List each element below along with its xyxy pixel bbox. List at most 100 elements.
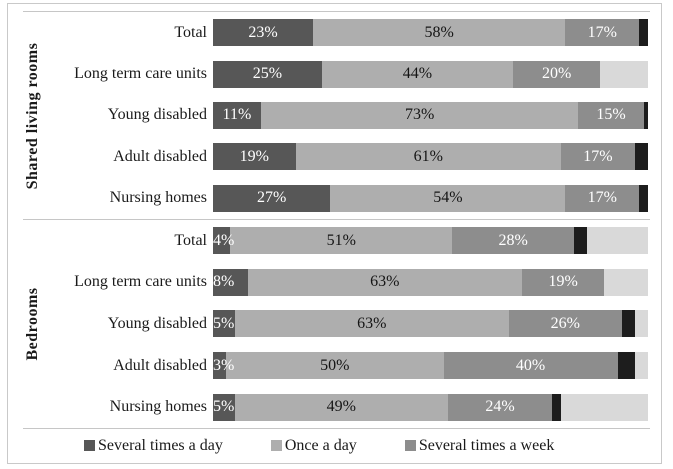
bar-segment-label: 58% — [424, 23, 454, 41]
stacked-bar: 5% 63% 26% — [213, 310, 648, 338]
chart-row: Adult disabled 3% 50% 40% — [23, 345, 650, 387]
bar-segment — [639, 19, 648, 47]
bar-segment: 11% — [213, 101, 261, 129]
bar-segment-label: 25% — [252, 65, 283, 83]
bar-segment: 63% — [247, 268, 522, 296]
bar-segment: 4% — [213, 227, 234, 255]
bar-segment: 44% — [321, 60, 514, 88]
category-label: Adult disabled — [113, 147, 207, 165]
chart-row: Long term care units 25% 44% 20% — [23, 53, 650, 94]
bar-segment-label: 63% — [357, 314, 387, 332]
stacked-bar: 19% 61% 17% — [213, 143, 648, 171]
bar-segment — [574, 227, 588, 255]
bar-segment — [634, 310, 648, 338]
stacked-bar: 23% 58% 17% — [213, 19, 648, 47]
legend-label: Once a day — [284, 436, 357, 454]
bar-segment: 19% — [521, 268, 605, 296]
category-label: Long term care units — [74, 273, 207, 291]
bar-segment: 73% — [260, 101, 579, 129]
bar-segment-label: 4% — [213, 231, 235, 249]
group-bedrooms: Bedrooms Total 4% 51% 28% Long term care u… — [23, 220, 650, 428]
bar-segment — [621, 310, 635, 338]
bar-segment: 20% — [513, 60, 601, 88]
legend: Several times a day Once a day Several t… — [0, 429, 673, 462]
bar-segment-label: 20% — [541, 65, 572, 83]
bar-segment-label: 23% — [248, 23, 278, 41]
stacked-bar: 3% 50% 40% — [213, 352, 648, 380]
bar-segment-label: 40% — [515, 356, 546, 374]
bar-segment-label: 44% — [402, 65, 433, 83]
bar-segment — [560, 393, 648, 421]
bar-segment-label: 3% — [213, 356, 235, 374]
category-label: Total — [174, 231, 207, 249]
bar-segment: 15% — [578, 101, 644, 129]
bar-segment: 27% — [213, 184, 331, 212]
bar-segment-label: 5% — [213, 314, 235, 332]
bar-segment: 23% — [213, 19, 314, 47]
bar-segment: 17% — [560, 143, 635, 171]
legend-item: Several times a day — [84, 437, 223, 455]
group-axis-label: Shared living rooms — [24, 42, 41, 189]
chart-row: Total 23% 58% 17% — [23, 12, 650, 53]
bar-segment-label: 19% — [239, 147, 269, 165]
bar-segment-label: 24% — [485, 398, 515, 416]
bar-segment-label: 26% — [550, 314, 580, 332]
bar-segment-label: 54% — [433, 189, 463, 207]
bar-segment — [643, 101, 648, 129]
category-label: Young disabled — [107, 106, 207, 124]
bar-segment-label: 50% — [320, 356, 350, 374]
bar-segment-label: 17% — [583, 147, 613, 165]
bar-segment-label: 17% — [587, 23, 617, 41]
legend-label: Several times a week — [418, 436, 555, 454]
bar-segment: 19% — [213, 143, 296, 171]
bar-segment-label: 61% — [413, 147, 443, 165]
plot-top-line — [23, 11, 650, 12]
bar-segment-label: 17% — [587, 189, 617, 207]
chart-row: Long term care units 8% 63% 19% — [23, 262, 650, 304]
legend-swatch-once-a-day — [270, 440, 282, 451]
bar-segment: 17% — [565, 19, 640, 47]
bar-segment: 40% — [443, 352, 618, 380]
bar-segment-label: 11% — [222, 106, 252, 124]
bar-segment: 61% — [295, 143, 561, 171]
bar-segment-label: 73% — [404, 106, 435, 124]
chart-row: Young disabled 11% 73% 15% — [23, 95, 650, 136]
bar-segment-label: 27% — [257, 189, 287, 207]
category-label: Total — [174, 23, 207, 41]
bar-segment: 50% — [226, 352, 444, 380]
bar-segment — [604, 268, 648, 296]
bar-segment: 28% — [452, 227, 575, 255]
group-divider-line — [23, 219, 650, 220]
chart-row: Nursing homes 27% 54% 17% — [23, 178, 650, 219]
bar-segment: 58% — [313, 19, 566, 47]
bar-segment-label: 63% — [370, 273, 400, 291]
bar-segment: 8% — [213, 268, 248, 296]
chart-row: Total 4% 51% 28% — [23, 220, 650, 262]
bar-segment — [639, 184, 648, 212]
bar-segment — [552, 393, 561, 421]
category-label: Young disabled — [107, 314, 207, 332]
bar-segment-label: 8% — [213, 273, 235, 291]
bar-segment — [600, 60, 648, 88]
category-label: Nursing homes — [109, 398, 207, 416]
group-shared-living-rooms: Shared living rooms Total 23% 58% 17% Long… — [23, 12, 650, 219]
stacked-bar: 8% 63% 19% — [213, 268, 648, 296]
bar-segment: 63% — [234, 310, 509, 338]
bar-segment: 26% — [508, 310, 622, 338]
stacked-bar: 27% 54% 17% — [213, 184, 648, 212]
legend-swatch-several-times-a-week — [404, 440, 416, 451]
stacked-bar: 5% 49% 24% — [213, 393, 648, 421]
stacked-bar: 25% 44% 20% — [213, 60, 648, 88]
plot-bottom-line — [23, 428, 650, 429]
bar-segment: 51% — [230, 227, 453, 255]
bar-segment-label: 5% — [213, 398, 235, 416]
bar-segment-label: 51% — [326, 231, 356, 249]
bar-segment-label: 15% — [596, 106, 626, 124]
bar-segment — [634, 352, 648, 380]
chart-row: Adult disabled 19% 61% 17% — [23, 136, 650, 177]
bar-segment-label: 49% — [326, 398, 356, 416]
bar-segment: 3% — [213, 352, 234, 380]
bar-segment: 49% — [234, 393, 448, 421]
legend-label: Several times a day — [98, 436, 223, 454]
